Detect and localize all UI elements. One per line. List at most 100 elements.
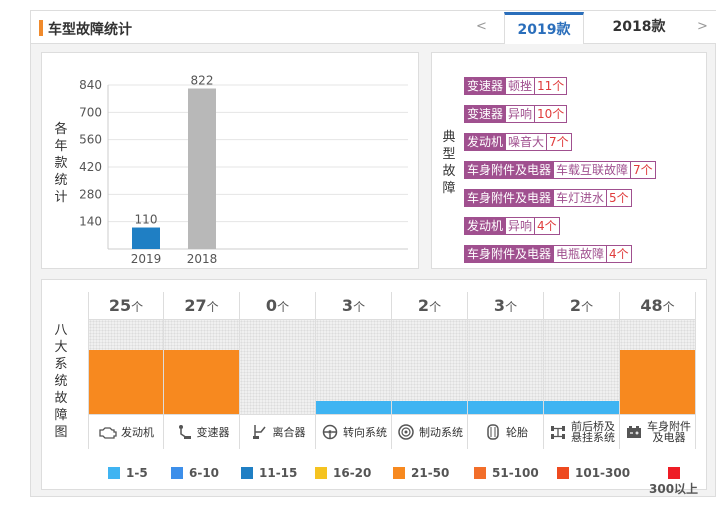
system-bar-area [240, 320, 315, 414]
count-number: 3 [493, 296, 506, 315]
system-name-label: 发动机 [121, 425, 154, 439]
fault-type-tag: 异响 [506, 217, 536, 235]
count-unit: 个 [662, 300, 675, 314]
count-unit: 个 [581, 300, 594, 314]
system-level-bar [468, 400, 543, 414]
system-level-bar [544, 400, 619, 414]
axle-icon [548, 424, 568, 440]
legend-item: 51-100 [474, 466, 539, 480]
legend-item: 16-20 [315, 466, 371, 480]
system-name-label: 前后桥及 悬挂系统 [571, 420, 615, 444]
tire-icon [483, 424, 503, 440]
next-arrow-button[interactable]: > [697, 19, 708, 34]
battery-icon [624, 424, 644, 440]
brake-disc-icon [396, 424, 416, 440]
system-name-cell: 车身附件 及电器 [620, 414, 695, 449]
system-name-label: 制动系统 [419, 425, 463, 439]
system-column[interactable]: 2个制动系统 [392, 292, 468, 449]
typical-fault-item[interactable]: 车身附件及电器 车灯进水 5个 [464, 189, 632, 207]
systems-label: 八大系统故障图 [54, 323, 68, 440]
legend-swatch [393, 467, 405, 479]
system-level-bar [316, 400, 391, 414]
typical-fault-item[interactable]: 变速器 顿挫 11个 [464, 77, 568, 95]
legend-swatch [315, 467, 327, 479]
tab-2018[interactable]: 2018款 [612, 19, 666, 35]
legend-item: 6-10 [171, 466, 219, 480]
steering-wheel-icon [320, 424, 340, 440]
fault-system-tag: 车身附件及电器 [464, 189, 555, 207]
fault-type-tag: 车载互联故障 [554, 161, 632, 179]
y-tick-label: 140 [79, 215, 102, 229]
system-bar-area [620, 320, 695, 414]
legend-item: 21-50 [393, 466, 449, 480]
system-name-label: 轮胎 [506, 425, 528, 439]
typical-fault-item[interactable]: 变速器 异响 10个 [464, 105, 568, 123]
fault-count-tag: 7个 [547, 133, 572, 151]
system-fault-count: 48个 [620, 292, 695, 320]
fault-statistics-panel: 车型故障统计 < 2019款 2018款 > 各年款统计 140 280 420 56… [30, 10, 716, 497]
legend-label: 11-15 [259, 466, 298, 480]
count-number: 27 [184, 296, 207, 315]
count-number: 0 [265, 296, 278, 315]
legend-label: 6-10 [189, 466, 220, 480]
legend-label: 51-100 [492, 466, 539, 480]
system-bar-area [544, 320, 619, 414]
system-fault-count: 2个 [392, 292, 467, 320]
typical-fault-item[interactable]: 车身附件及电器 电瓶故障 4个 [464, 245, 632, 263]
typical-fault-item[interactable]: 发动机 异响 4个 [464, 217, 560, 235]
y-tick-label: 700 [79, 105, 102, 119]
count-unit: 个 [505, 300, 518, 314]
fault-type-tag: 噪音大 [506, 133, 548, 151]
legend-item: 300以上 [649, 466, 698, 497]
count-number: 48 [640, 296, 663, 315]
fault-count-tag: 11个 [535, 77, 568, 95]
legend-item: 1-5 [108, 466, 148, 480]
system-column[interactable]: 48个车身附件 及电器 [620, 292, 696, 449]
count-unit: 个 [429, 300, 442, 314]
system-bar-area [89, 320, 163, 414]
prev-arrow-button[interactable]: < [476, 19, 487, 34]
gearshift-icon [174, 424, 194, 440]
legend-label: 16-20 [333, 466, 372, 480]
system-column[interactable]: 2个 前后桥及 悬挂系统 [544, 292, 620, 449]
y-tick-label: 280 [79, 187, 102, 201]
fault-type-tag: 车灯进水 [554, 189, 608, 207]
clutch-icon [250, 424, 270, 440]
legend-item: 11-15 [241, 466, 297, 480]
fault-count-tag: 5个 [607, 189, 632, 207]
y-tick-label: 420 [79, 160, 102, 174]
fault-system-tag: 车身附件及电器 [464, 161, 555, 179]
legend-label: 1-5 [126, 466, 148, 480]
fault-count-tag: 4个 [607, 245, 632, 263]
system-name-cell: 转向系统 [316, 414, 391, 449]
system-column[interactable]: 27个 变速器 [164, 292, 240, 449]
count-unit: 个 [277, 300, 290, 314]
x-tick-label: 2019 [131, 252, 162, 266]
system-column[interactable]: 0个 离合器 [240, 292, 316, 449]
legend-swatch [241, 467, 253, 479]
system-level-bar [164, 350, 239, 414]
system-name-cell: 变速器 [164, 414, 239, 449]
system-name-label: 转向系统 [343, 425, 387, 439]
system-column[interactable]: 3个轮胎 [468, 292, 544, 449]
system-bar-area [468, 320, 543, 414]
system-column[interactable]: 3个 转向系统 [316, 292, 392, 449]
system-bar-area [392, 320, 467, 414]
system-name-label: 车身附件 及电器 [647, 420, 691, 444]
y-tick-label: 560 [79, 133, 102, 147]
system-column[interactable]: 25个发动机 [88, 292, 164, 449]
eight-systems-box: 八大系统故障图 25个 发动机 27个 变速器 0个 离合器 3个 转向系统 2个 制动系统 3个轮… [41, 279, 707, 496]
fault-type-tag: 顿挫 [506, 77, 536, 95]
engine-icon [98, 424, 118, 440]
legend-swatch [557, 467, 569, 479]
fault-type-tag: 异响 [506, 105, 536, 123]
tab-2019[interactable]: 2019款 [504, 12, 584, 44]
x-tick-label: 2018 [187, 252, 218, 266]
legend-swatch [171, 467, 183, 479]
legend-label: 21-50 [411, 466, 450, 480]
typical-fault-item[interactable]: 车身附件及电器 车载互联故障 7个 [464, 161, 656, 179]
count-number: 3 [341, 296, 354, 315]
typical-fault-item[interactable]: 发动机 噪音大 7个 [464, 133, 572, 151]
count-unit: 个 [131, 300, 144, 314]
system-fault-count: 25个 [89, 292, 163, 320]
